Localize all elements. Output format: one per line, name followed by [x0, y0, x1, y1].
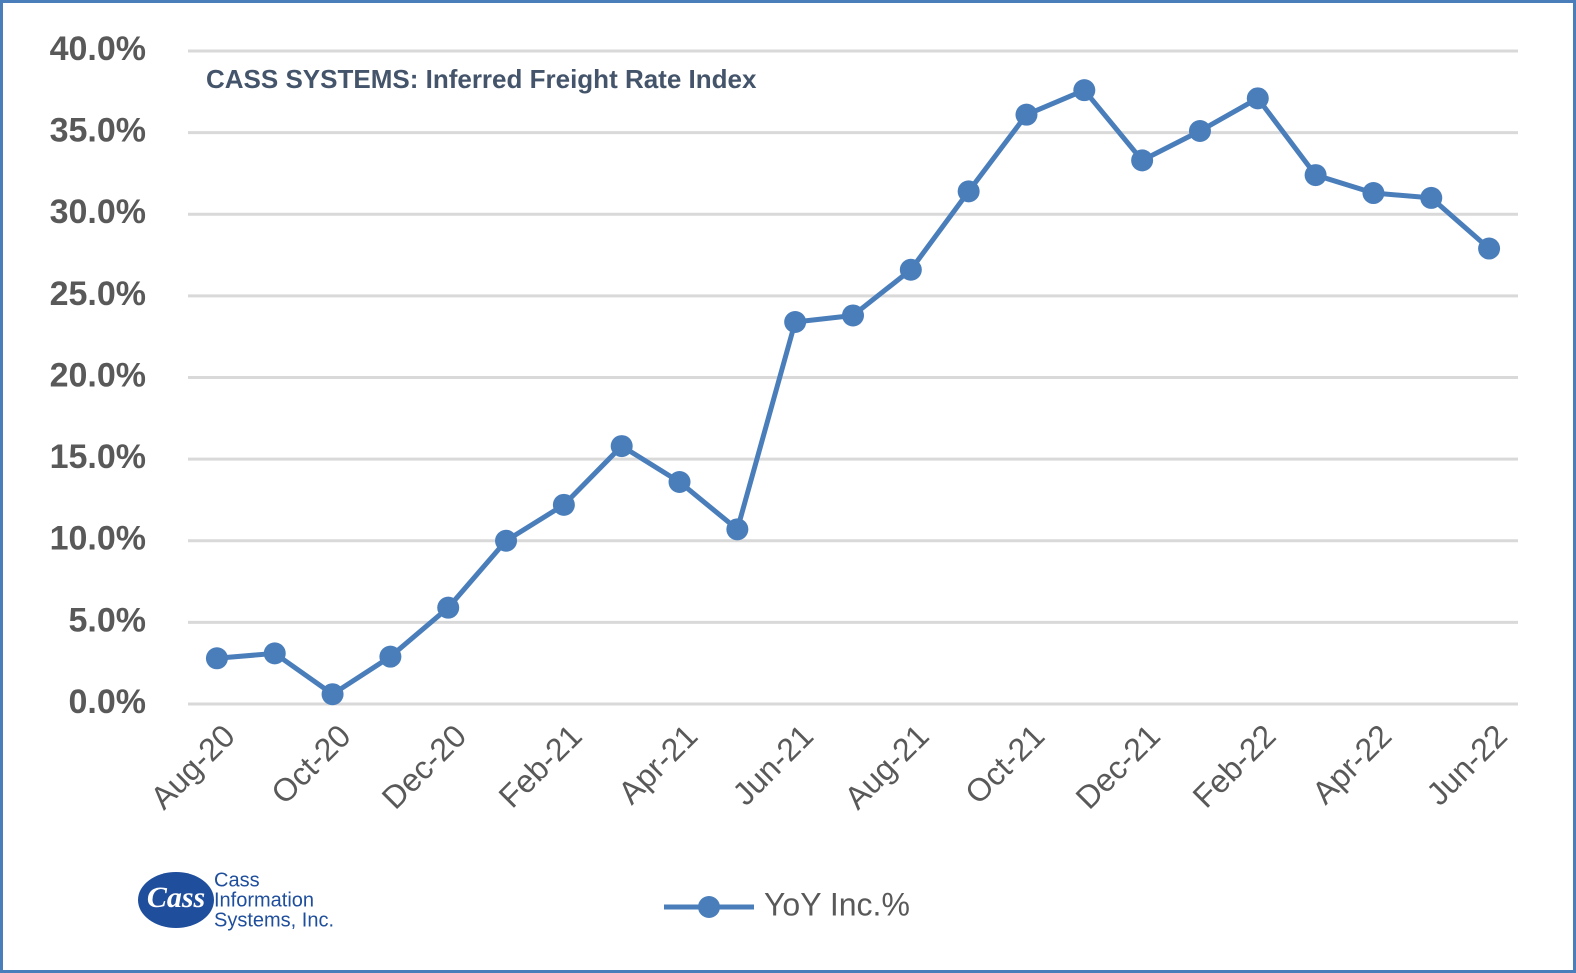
point [1478, 237, 1501, 260]
point [1246, 87, 1269, 110]
y-tick-label: 10.0% [50, 520, 146, 558]
point [668, 470, 691, 493]
point [495, 529, 518, 552]
point [899, 258, 922, 281]
point [1015, 103, 1038, 126]
point [1420, 186, 1443, 209]
point [263, 642, 286, 665]
y-tick-label: 30.0% [50, 193, 146, 231]
logo-mark: Cass [147, 881, 205, 914]
point [1073, 79, 1096, 102]
legend-swatch [698, 896, 720, 918]
logo: Cass Cass Information Systems, Inc. [138, 869, 334, 931]
point [205, 647, 228, 670]
y-tick-label: 25.0% [50, 275, 146, 313]
legend-label: YoY Inc.% [764, 886, 910, 922]
point [784, 310, 807, 333]
point [957, 180, 980, 203]
y-tick-label: 35.0% [50, 112, 146, 150]
y-tick-label: 0.0% [69, 683, 147, 721]
logo-badge [138, 872, 214, 928]
point [437, 596, 460, 619]
point [842, 304, 864, 327]
logo-line: Systems, Inc. [214, 909, 334, 931]
point [610, 435, 633, 458]
point [321, 683, 344, 706]
point [1188, 119, 1211, 142]
y-tick-label: 15.0% [50, 438, 146, 476]
y-tick-label: 5.0% [69, 601, 147, 639]
point [1362, 182, 1385, 205]
chart-title: CASS SYSTEMS: Inferred Freight Rate Inde… [206, 64, 757, 94]
logo-line: Cass [214, 869, 260, 891]
point [1304, 164, 1327, 187]
point [726, 518, 749, 541]
y-tick-label: 40.0% [50, 30, 146, 68]
point [379, 645, 402, 668]
y-tick-label: 20.0% [50, 356, 146, 394]
point [1131, 149, 1154, 172]
point [552, 493, 575, 516]
logo-line: Information [214, 889, 314, 911]
